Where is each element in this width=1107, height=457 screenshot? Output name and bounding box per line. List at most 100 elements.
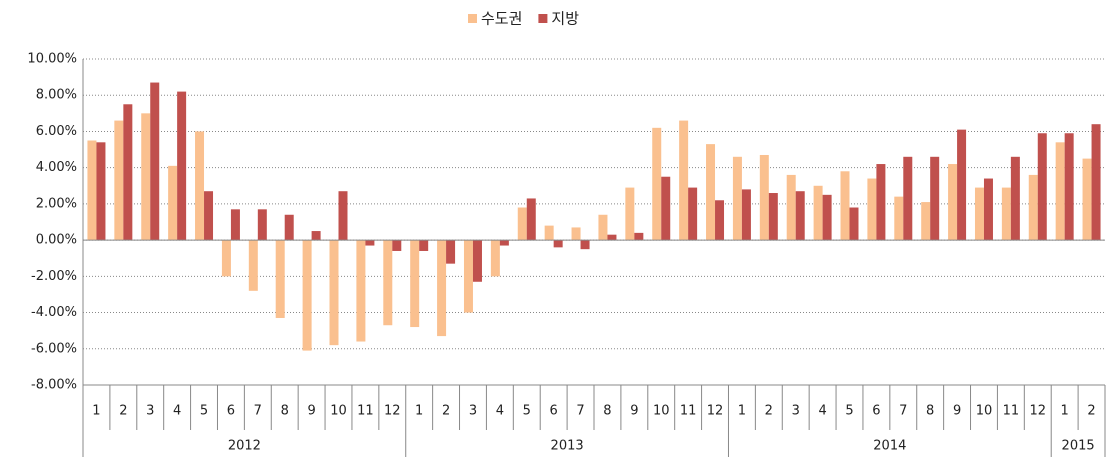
x-tick-label: 4 xyxy=(173,404,181,419)
x-tick-label: 4 xyxy=(818,404,826,419)
bar xyxy=(661,176,671,241)
bar xyxy=(392,240,402,251)
bar xyxy=(768,193,778,241)
bar xyxy=(849,207,859,241)
bar xyxy=(168,165,178,241)
bar xyxy=(284,214,294,241)
x-tick-label: 2 xyxy=(1087,404,1095,419)
bar xyxy=(221,240,231,277)
bar xyxy=(759,154,769,241)
x-tick-label: 12 xyxy=(384,404,401,419)
year-label: 2012 xyxy=(228,439,261,454)
bar xyxy=(1055,142,1065,241)
x-tick-label: 2 xyxy=(119,404,127,419)
bar xyxy=(930,156,940,241)
x-tick-label: 1 xyxy=(738,404,746,419)
bar xyxy=(410,240,420,328)
x-tick-label: 9 xyxy=(953,404,961,419)
bar xyxy=(446,240,456,264)
x-tick-label: 6 xyxy=(550,404,558,419)
y-tick-label: -2.00% xyxy=(31,269,77,284)
bar xyxy=(195,131,205,241)
bar xyxy=(1028,174,1038,241)
x-tick-label: 10 xyxy=(653,404,670,419)
bar xyxy=(840,171,850,241)
y-tick-label: 4.00% xyxy=(36,160,77,175)
bar xyxy=(383,240,393,326)
bar xyxy=(329,240,339,346)
bar xyxy=(1091,124,1101,241)
x-tick-label: 4 xyxy=(496,404,504,419)
bar xyxy=(302,240,312,351)
year-label: 2015 xyxy=(1062,439,1095,454)
bar xyxy=(894,196,904,241)
bar xyxy=(1064,133,1074,241)
bar xyxy=(786,174,796,241)
y-tick-label: -6.00% xyxy=(31,341,77,356)
x-tick-label: 12 xyxy=(707,404,724,419)
bar xyxy=(356,240,366,342)
y-tick-label: 8.00% xyxy=(36,88,77,103)
legend-label: 지방 xyxy=(551,10,579,28)
bar xyxy=(679,120,689,241)
legend-swatch xyxy=(538,14,548,23)
bar xyxy=(1037,133,1047,241)
y-tick-label: 2.00% xyxy=(36,196,77,211)
x-tick-label: 7 xyxy=(576,404,584,419)
bar xyxy=(544,225,554,241)
bar xyxy=(257,209,267,241)
bar xyxy=(741,189,751,241)
x-tick-label: 7 xyxy=(899,404,907,419)
year-label: 2013 xyxy=(551,439,584,454)
legend-label: 수도권 xyxy=(481,10,522,28)
bar xyxy=(921,202,931,241)
bar xyxy=(150,82,160,241)
year-label: 2014 xyxy=(873,439,906,454)
bar xyxy=(948,164,958,241)
y-tick-label: 6.00% xyxy=(36,124,77,139)
bar xyxy=(463,240,473,313)
x-tick-label: 7 xyxy=(254,404,262,419)
bar xyxy=(598,214,608,241)
bar xyxy=(706,144,716,241)
bar xyxy=(204,191,214,241)
x-tick-label: 1 xyxy=(1061,404,1069,419)
x-tick-label: 3 xyxy=(146,404,154,419)
bar xyxy=(625,187,635,241)
x-tick-label: 6 xyxy=(227,404,235,419)
x-tick-label: 11 xyxy=(1003,404,1020,419)
x-tick-label: 5 xyxy=(845,404,853,419)
x-tick-label: 8 xyxy=(926,404,934,419)
x-tick-label: 9 xyxy=(307,404,315,419)
x-tick-label: 1 xyxy=(415,404,423,419)
y-tick-label: 0.00% xyxy=(36,233,77,248)
y-tick-label: -4.00% xyxy=(31,305,77,320)
bar xyxy=(114,120,124,241)
bar xyxy=(517,207,527,241)
y-tick-label: -8.00% xyxy=(31,378,77,393)
bar xyxy=(732,156,742,241)
bar xyxy=(472,240,482,282)
bar xyxy=(957,129,967,241)
bar xyxy=(275,240,285,318)
x-tick-label: 5 xyxy=(200,404,208,419)
bar xyxy=(96,142,106,241)
x-tick-label: 11 xyxy=(680,404,697,419)
x-tick-label: 8 xyxy=(603,404,611,419)
bar xyxy=(571,227,581,241)
bar xyxy=(141,113,151,241)
bar xyxy=(580,240,590,250)
bar xyxy=(365,240,375,246)
bar xyxy=(437,240,447,337)
legend-swatch xyxy=(468,14,477,23)
x-tick-label: 6 xyxy=(872,404,880,419)
x-tick-label: 3 xyxy=(792,404,800,419)
bar xyxy=(1082,158,1092,241)
bar xyxy=(311,231,321,241)
bar xyxy=(903,156,913,241)
bar xyxy=(652,127,662,241)
x-tick-label: 2 xyxy=(442,404,450,419)
x-tick-label: 12 xyxy=(1029,404,1046,419)
bar xyxy=(553,240,563,248)
